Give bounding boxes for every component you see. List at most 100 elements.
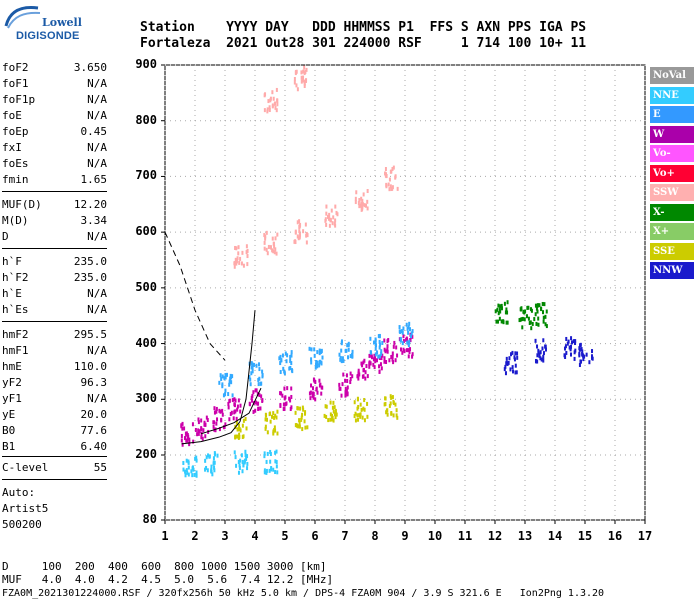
scatter-point — [235, 259, 238, 264]
scatter-point — [386, 349, 389, 354]
scatter-point — [237, 398, 240, 403]
scatter-point — [293, 80, 296, 85]
scatter-point — [195, 473, 198, 478]
scatter-point — [524, 309, 527, 314]
scatter-point — [315, 360, 318, 365]
scatter-point — [512, 369, 515, 374]
scatter-point — [266, 430, 269, 435]
scatter-point — [405, 348, 408, 353]
scatter-point — [275, 449, 278, 454]
scatter-point — [229, 376, 232, 381]
scatter-point — [320, 348, 323, 353]
scatter-point — [267, 99, 270, 104]
scatter-point — [387, 182, 390, 187]
scatter-point — [218, 380, 221, 385]
scatter-point — [344, 393, 347, 398]
param-row-hmf2: hmF2 295.5 — [2, 328, 107, 344]
scatter-point — [390, 395, 393, 400]
scatter-point — [298, 229, 301, 234]
scatter-point — [330, 208, 333, 213]
scatter-point — [328, 223, 331, 228]
scatter-point — [191, 466, 194, 471]
scatter-point — [265, 459, 268, 464]
scatter-point — [201, 436, 204, 441]
scatter-point — [514, 363, 517, 368]
scatter-point — [286, 386, 289, 391]
scatter-point — [328, 214, 331, 219]
scatter-point — [333, 405, 336, 410]
scatter-point — [228, 417, 231, 422]
scatter-point — [361, 205, 364, 210]
x-tick-label: 12 — [487, 529, 503, 543]
scatter-point — [499, 309, 502, 314]
scatter-point — [356, 396, 359, 401]
scatter-point — [506, 320, 509, 325]
scatter-point — [314, 397, 317, 402]
scatter-point — [242, 263, 245, 268]
scatter-point — [304, 222, 307, 227]
param-key: fxI — [2, 141, 22, 154]
scatter-point — [300, 70, 303, 75]
scatter-point — [325, 222, 328, 227]
header-row-values: Fortaleza 2021 Out28 301 224000 RSF 1 71… — [140, 36, 587, 51]
scatter-point — [304, 69, 307, 74]
x-tick-label: 2 — [191, 529, 199, 543]
scatter-point — [359, 414, 362, 419]
scatter-point — [535, 306, 538, 311]
scatter-point — [392, 165, 395, 170]
scatter-point — [246, 461, 249, 466]
y-tick-label: 800 — [135, 112, 157, 127]
scatter-point — [325, 211, 328, 216]
scatter-point — [395, 345, 398, 350]
scatter-point — [542, 351, 545, 356]
scatter-point — [383, 356, 386, 361]
scatter-point — [267, 244, 270, 249]
scatter-point — [374, 355, 377, 360]
scatter-point — [265, 230, 268, 235]
artist-label: Artist5 — [2, 502, 49, 515]
scatter-point — [181, 421, 184, 426]
scatter-point — [368, 353, 371, 358]
scatter-point — [263, 451, 266, 456]
scatter-point — [325, 204, 328, 209]
legend-item-x-: X+ — [650, 223, 694, 240]
scatter-point — [314, 365, 317, 370]
scatter-point — [536, 309, 539, 314]
scatter-point — [275, 108, 278, 113]
footer-distance-row: D 100 200 400 600 800 1000 1500 3000 [km… — [2, 560, 327, 573]
scatter-point — [211, 472, 214, 477]
scatter-point — [294, 70, 297, 75]
scatter-point — [183, 426, 186, 431]
scatter-point — [285, 359, 288, 364]
scatter-point — [323, 413, 326, 418]
scatter-point — [264, 417, 267, 422]
scatter-point — [513, 355, 516, 360]
scatter-point — [192, 439, 195, 444]
scatter-point — [261, 398, 264, 403]
scatter-point — [196, 432, 199, 437]
scatter-point — [273, 425, 276, 430]
scatter-point — [505, 361, 508, 366]
scatter-point — [242, 418, 245, 423]
scatter-point — [313, 347, 316, 352]
param-key: hmF2 — [2, 328, 29, 341]
scatter-point — [238, 463, 241, 468]
scatter-point — [354, 200, 357, 205]
scatter-point — [374, 340, 377, 345]
scatter-point — [331, 221, 334, 226]
scatter-point — [500, 319, 503, 324]
scatter-point — [386, 347, 389, 352]
y-tick-label: 500 — [135, 279, 157, 294]
scatter-point — [320, 391, 323, 396]
scatter-point — [408, 350, 411, 355]
scatter-point — [497, 303, 500, 308]
scatter-point — [333, 222, 336, 227]
legend-item-nnw: NNW — [650, 262, 694, 279]
scatter-point — [389, 401, 392, 406]
scatter-point — [297, 424, 300, 429]
scatter-point — [237, 426, 240, 431]
scatter-point — [336, 212, 339, 217]
param-separator — [2, 479, 107, 480]
scatter-point — [302, 75, 305, 80]
